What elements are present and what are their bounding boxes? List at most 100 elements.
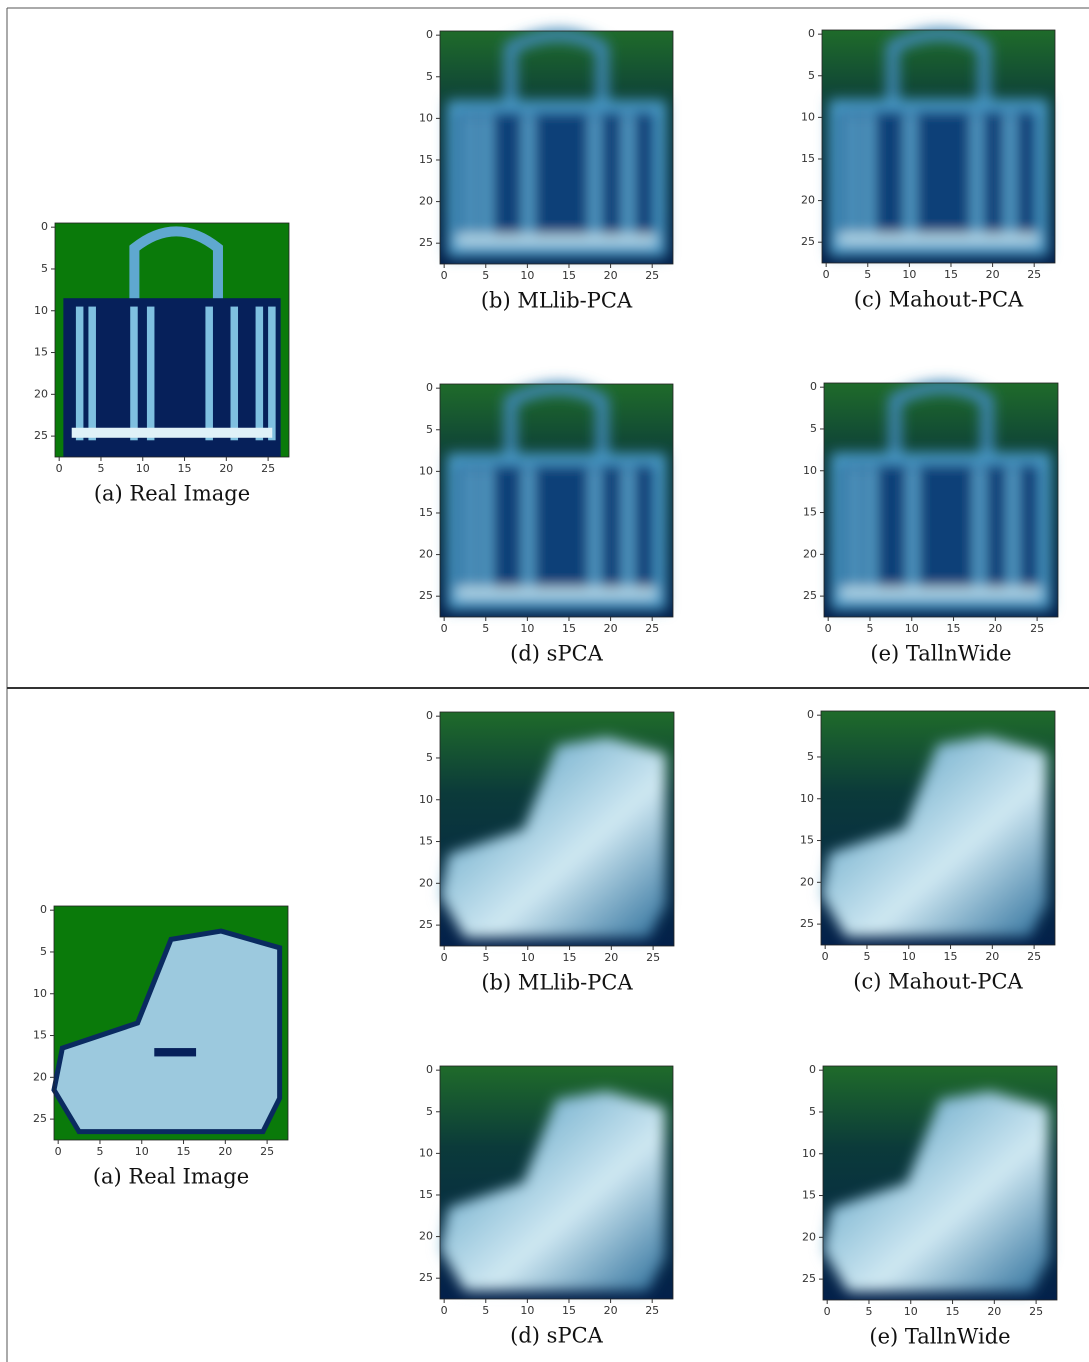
x-tick-label: 0: [441, 622, 448, 635]
image-stripe: [482, 114, 492, 239]
y-tick-label: 10: [419, 1146, 433, 1159]
y-tick-label: 25: [419, 918, 433, 931]
panel-caption: (e) TallnWide: [869, 1325, 1010, 1349]
panel-caption: (b) MLlib-PCA: [481, 971, 633, 995]
y-tick-label: 25: [34, 429, 48, 442]
x-tick-label: 20: [604, 1304, 618, 1317]
panel-caption: (a) Real Image: [94, 482, 250, 506]
y-tick-label: 0: [426, 1063, 433, 1076]
x-tick-label: 20: [604, 951, 618, 964]
image-stripe: [465, 114, 475, 239]
image-stripe: [268, 307, 276, 441]
x-tick-label: 5: [864, 268, 871, 281]
x-tick-label: 15: [177, 1145, 191, 1158]
y-tick-label: 25: [800, 917, 814, 930]
y-tick-label: 5: [809, 1105, 816, 1118]
x-tick-label: 15: [562, 269, 576, 282]
image-panel: [821, 711, 1055, 945]
x-tick-label: 5: [97, 462, 104, 475]
x-tick-label: 0: [55, 1145, 62, 1158]
x-tick-label: 15: [562, 622, 576, 635]
image-stripe: [847, 113, 857, 238]
x-tick-label: 0: [56, 462, 63, 475]
x-tick-label: 25: [1027, 268, 1041, 281]
image-stripe: [590, 114, 600, 239]
image-panel: [822, 30, 1055, 263]
x-tick-label: 20: [986, 268, 1000, 281]
x-tick-label: 0: [825, 622, 832, 635]
x-tick-label: 20: [218, 1145, 232, 1158]
x-tick-label: 15: [562, 1304, 576, 1317]
image-stripe: [849, 467, 859, 592]
x-tick-label: 0: [441, 951, 448, 964]
y-tick-label: 10: [419, 464, 433, 477]
y-tick-label: 0: [808, 27, 815, 40]
image-stripe: [523, 114, 533, 239]
y-tick-label: 20: [419, 876, 433, 889]
image-stripe: [623, 114, 633, 239]
panel-caption: (b) MLlib-PCA: [481, 289, 633, 313]
x-tick-label: 10: [135, 1145, 149, 1158]
image-stripe: [864, 113, 874, 238]
panel-caption: (d) sPCA: [510, 1324, 603, 1348]
x-tick-label: 15: [947, 622, 961, 635]
x-tick-label: 15: [946, 1305, 960, 1318]
y-tick-label: 25: [419, 589, 433, 602]
image-stripe: [1005, 113, 1015, 238]
y-tick-label: 0: [809, 1063, 816, 1076]
image-base: [457, 588, 657, 598]
x-tick-label: 10: [136, 462, 150, 475]
y-tick-label: 25: [802, 1272, 816, 1285]
y-tick-label: 10: [803, 464, 817, 477]
x-tick-label: 5: [96, 1145, 103, 1158]
image-panel: [54, 906, 288, 1140]
panel-caption: (c) Mahout-PCA: [853, 970, 1023, 994]
x-tick-label: 25: [1029, 1305, 1043, 1318]
x-tick-label: 25: [1027, 950, 1041, 963]
y-tick-label: 15: [800, 834, 814, 847]
image-lace: [154, 1048, 196, 1056]
y-tick-label: 20: [419, 1230, 433, 1243]
x-tick-label: 15: [563, 951, 577, 964]
y-tick-label: 15: [803, 506, 817, 519]
image-stripe: [866, 467, 876, 592]
x-tick-label: 25: [645, 269, 659, 282]
image-stripe: [88, 307, 96, 441]
y-tick-label: 10: [34, 304, 48, 317]
y-tick-label: 20: [419, 548, 433, 561]
x-tick-label: 15: [178, 462, 192, 475]
y-tick-label: 20: [800, 875, 814, 888]
image-panel: [823, 1066, 1057, 1300]
y-tick-label: 0: [426, 381, 433, 394]
x-tick-label: 25: [646, 951, 660, 964]
image-stripe: [147, 307, 155, 441]
x-tick-label: 20: [985, 950, 999, 963]
y-tick-label: 5: [808, 69, 815, 82]
x-tick-label: 0: [824, 1305, 831, 1318]
x-tick-label: 5: [863, 950, 870, 963]
image-stripe: [905, 113, 915, 238]
image-stripe: [523, 467, 533, 592]
y-tick-label: 25: [33, 1112, 47, 1125]
y-tick-label: 25: [801, 235, 815, 248]
image-stripe: [76, 307, 84, 441]
y-tick-label: 5: [426, 751, 433, 764]
y-tick-label: 25: [419, 236, 433, 249]
image-panel: [440, 31, 673, 264]
x-tick-label: 25: [645, 622, 659, 635]
image-panel: [824, 383, 1058, 617]
x-tick-label: 25: [261, 462, 275, 475]
x-tick-label: 10: [904, 1305, 918, 1318]
y-tick-label: 15: [33, 1029, 47, 1042]
x-tick-label: 0: [823, 268, 830, 281]
panel-caption: (a) Real Image: [93, 1165, 249, 1189]
x-tick-label: 20: [604, 622, 618, 635]
x-tick-label: 25: [1030, 622, 1044, 635]
image-stripe: [482, 467, 492, 592]
image-stripe: [1008, 467, 1018, 592]
y-tick-label: 20: [803, 547, 817, 560]
image-stripe: [974, 467, 984, 592]
y-tick-label: 25: [419, 1271, 433, 1284]
image-stripe: [465, 467, 475, 592]
y-tick-label: 0: [426, 709, 433, 722]
